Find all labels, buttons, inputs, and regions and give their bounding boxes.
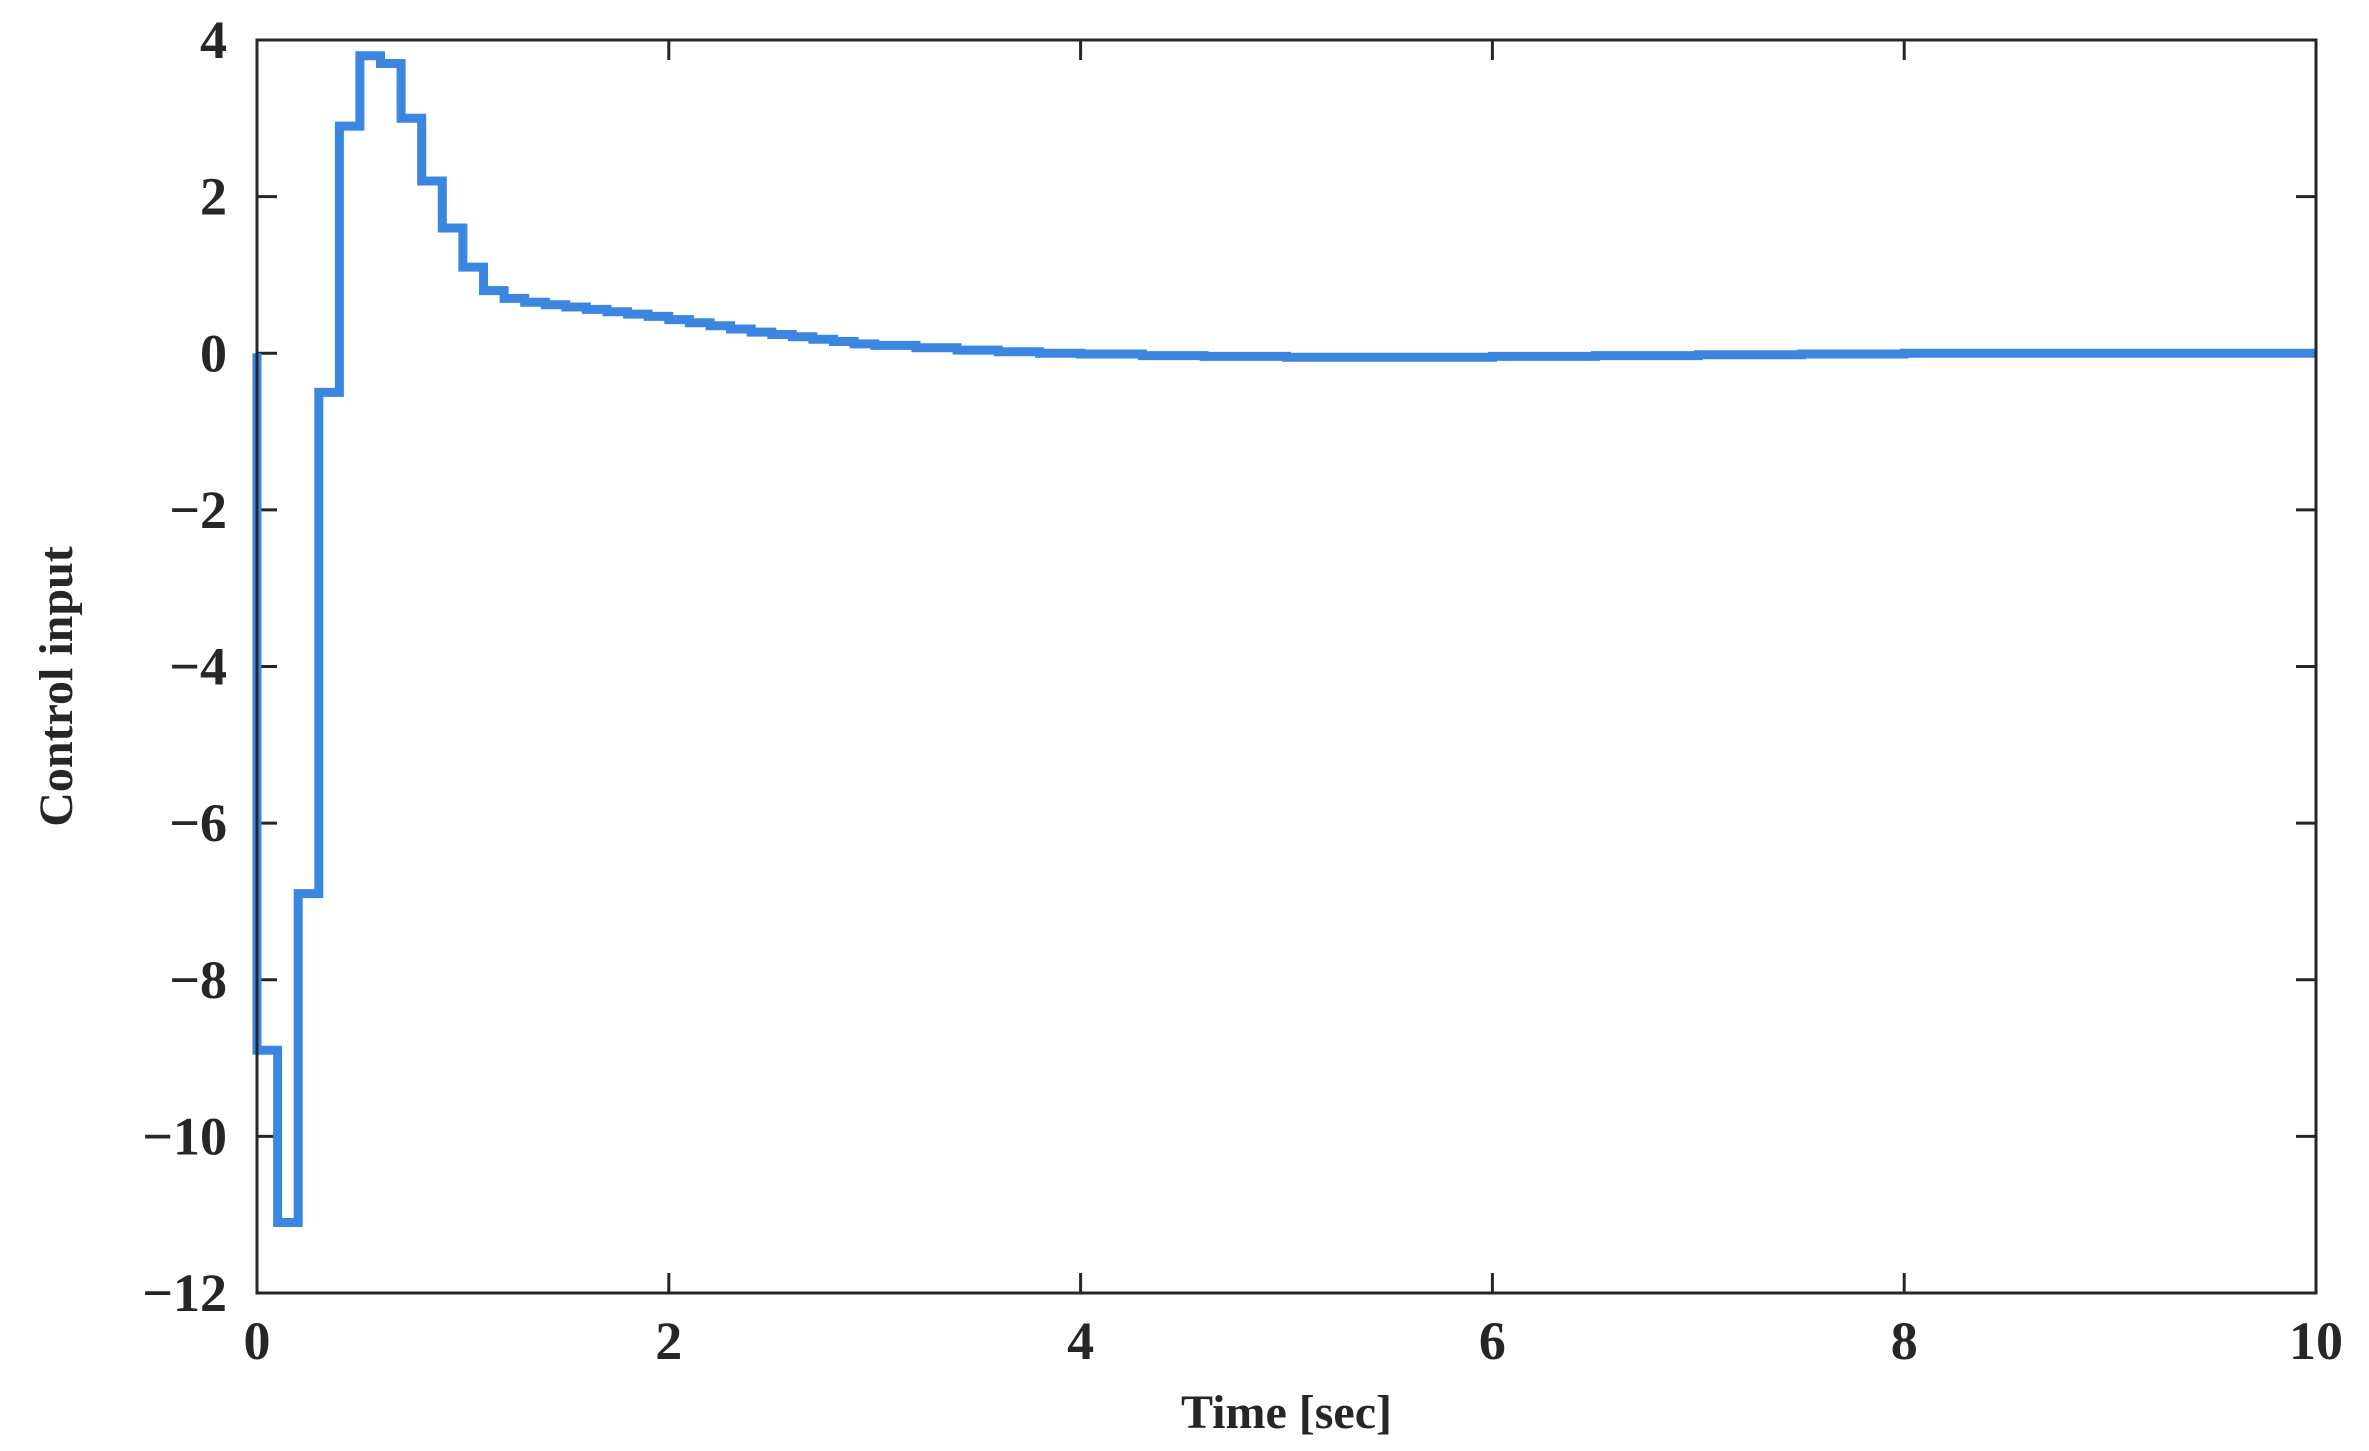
x-tick-label: 4 xyxy=(1067,1311,1094,1371)
plot-area-frame xyxy=(255,38,2318,1295)
ticks-layer xyxy=(255,38,2318,1295)
y-tick-label: 4 xyxy=(200,10,227,70)
tick-labels-layer: 0 2 4 6 8 10 4 2 0 −2 −4 −6 −8 −10 −12 xyxy=(142,10,2343,1371)
x-tick-label: 8 xyxy=(1891,1311,1918,1371)
y-tick-label: 0 xyxy=(200,323,227,383)
y-tick-label: −6 xyxy=(169,793,227,853)
y-tick-label: −2 xyxy=(169,480,227,540)
y-tick-label: 2 xyxy=(200,167,227,227)
y-tick-label: −12 xyxy=(142,1263,227,1323)
x-tick-label: 10 xyxy=(2289,1311,2343,1371)
y-tick-label: −8 xyxy=(169,950,227,1010)
x-axis-title: Time [sec] xyxy=(1181,1386,1392,1439)
x-tick-label: 0 xyxy=(244,1311,271,1371)
series-layer xyxy=(252,51,2316,1227)
control-input-series-line xyxy=(252,51,2316,1227)
y-tick-label: −10 xyxy=(142,1106,227,1166)
y-axis-title: Control input xyxy=(30,546,83,827)
x-tick-label: 6 xyxy=(1479,1311,1506,1371)
x-tick-label: 2 xyxy=(655,1311,682,1371)
y-tick-label: −4 xyxy=(169,637,227,697)
